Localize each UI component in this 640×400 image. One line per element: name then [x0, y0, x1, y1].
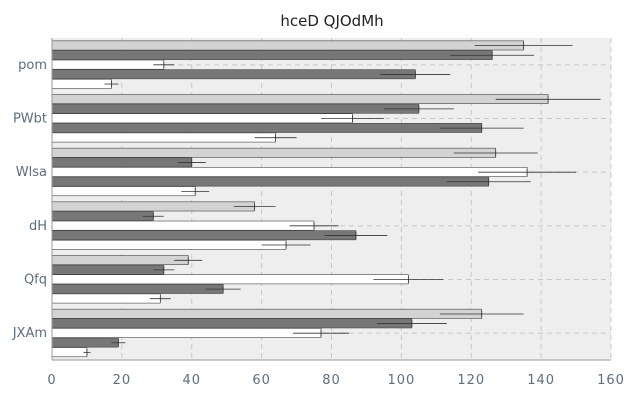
bar	[51, 220, 315, 231]
x-tick-label: 40	[182, 373, 201, 388]
bar	[51, 318, 413, 329]
x-tick-label: 80	[322, 373, 341, 388]
bar	[51, 147, 497, 158]
bar	[51, 94, 549, 104]
bar	[51, 308, 483, 319]
bar	[51, 40, 524, 51]
bar	[51, 293, 161, 304]
y-tick-label: pom	[18, 58, 47, 73]
x-axis: 0 20 40 60 80 100 120 140 160	[47, 359, 625, 388]
x-tick-label: 140	[527, 373, 555, 388]
x-tick-label: 60	[252, 373, 271, 388]
bar	[51, 201, 255, 212]
bar	[51, 167, 528, 177]
bar	[51, 176, 490, 187]
y-tick-label: Wlsa	[16, 165, 47, 180]
x-tick-label: 20	[113, 373, 132, 388]
y-axis: pom PWbt Wlsa dH Qfq JXAm	[12, 38, 53, 360]
y-tick-label: JXAm	[12, 326, 47, 341]
bar	[51, 186, 196, 197]
bar	[51, 132, 276, 143]
y-tick-label: PWbt	[13, 112, 47, 127]
bar	[51, 59, 165, 70]
bar	[51, 50, 493, 60]
bar	[51, 328, 322, 338]
bar	[51, 69, 416, 80]
x-tick-label: 160	[597, 373, 625, 388]
chart-title: hceD QJOdMh	[280, 12, 383, 30]
bar	[51, 103, 420, 114]
y-tick-label: dH	[29, 219, 47, 234]
bar	[51, 230, 357, 241]
bar	[51, 239, 287, 250]
x-tick-label: 100	[387, 373, 415, 388]
x-tick-label: 0	[47, 373, 56, 388]
bar	[51, 255, 189, 265]
bar	[51, 211, 154, 221]
bar	[51, 123, 483, 133]
bar	[51, 264, 165, 275]
bar	[51, 274, 409, 285]
bar	[51, 347, 88, 358]
bar	[51, 157, 193, 168]
bar	[51, 113, 353, 124]
bar	[51, 283, 224, 294]
error-bars	[83, 42, 601, 356]
y-tick-label: Qfq	[24, 273, 47, 288]
plot-area	[52, 38, 611, 360]
x-tick-label: 120	[457, 373, 485, 388]
bar	[51, 78, 112, 89]
bar	[51, 337, 119, 348]
